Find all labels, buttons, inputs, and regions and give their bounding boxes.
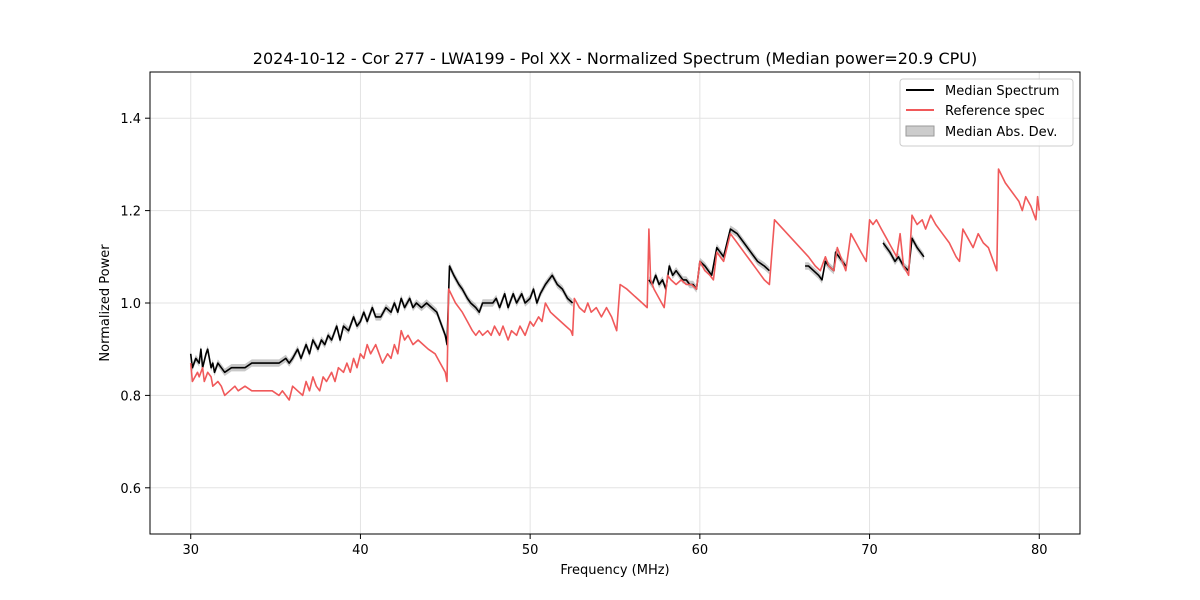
y-tick-label: 1.4 bbox=[120, 112, 141, 127]
series-lines bbox=[189, 168, 1041, 401]
y-axis-label: Normalized Power bbox=[98, 244, 113, 362]
y-tick-label: 1.2 bbox=[120, 205, 141, 220]
x-axis-label: Frequency (MHz) bbox=[560, 563, 669, 578]
y-tick-label: 0.6 bbox=[120, 482, 141, 497]
x-tick-label: 50 bbox=[522, 543, 539, 558]
reference-spectrum-line bbox=[189, 168, 1041, 401]
y-tick-label: 0.8 bbox=[120, 389, 141, 404]
chart-title: 2024-10-12 - Cor 277 - LWA199 - Pol XX -… bbox=[253, 49, 977, 68]
x-tick-label: 40 bbox=[352, 543, 369, 558]
legend-box bbox=[899, 78, 1074, 147]
mad-band bbox=[805, 248, 846, 284]
legend: Median Spectrum Reference spec Median Ab… bbox=[899, 78, 1074, 147]
legend-mad-patch bbox=[905, 125, 935, 137]
x-tick-label: 80 bbox=[1031, 543, 1048, 558]
x-tick-label: 30 bbox=[182, 543, 199, 558]
median-spectrum-line bbox=[189, 265, 574, 374]
x-tick-label: 70 bbox=[861, 543, 878, 558]
legend-reference-label: Reference spec bbox=[945, 104, 1045, 119]
median-spectrum-line bbox=[882, 237, 925, 272]
y-tick-label: 1.0 bbox=[120, 297, 141, 312]
y-axis-ticks: 0.6 0.8 1.0 1.2 1.4 bbox=[120, 112, 150, 497]
legend-mad-label: Median Abs. Dev. bbox=[945, 125, 1057, 140]
mad-band bbox=[883, 234, 924, 275]
legend-median-label: Median Spectrum bbox=[945, 84, 1059, 99]
x-axis-ticks: 30 40 50 60 70 80 bbox=[182, 534, 1048, 558]
x-tick-label: 60 bbox=[692, 543, 709, 558]
